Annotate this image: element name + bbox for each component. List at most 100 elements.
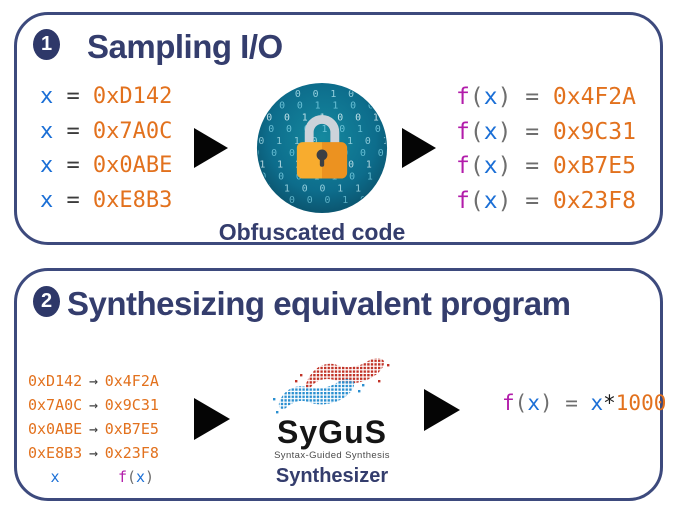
left-paren: ( — [126, 468, 136, 486]
output-sample-line: f(x) = 0x4F2A — [456, 80, 636, 115]
equals-sign: = — [565, 391, 578, 415]
input-hex-value: 0x7A0C — [92, 118, 173, 144]
synthesizer-label: Synthesizer — [275, 465, 389, 487]
sygus-logo-icon — [273, 358, 390, 414]
var-x: x — [483, 187, 498, 214]
right-paren: ) — [539, 391, 553, 415]
var-x: x — [136, 468, 146, 486]
var-x: x — [483, 153, 498, 179]
equals-sign: = — [66, 84, 80, 109]
equals-sign: = — [66, 118, 80, 144]
mapping-output: 0x23F8 — [104, 444, 159, 462]
multiply-operator: * — [603, 391, 616, 415]
input-hex-value: 0xD142 — [92, 84, 173, 109]
step-2-badge: 2 — [33, 286, 60, 317]
func-f: f — [456, 84, 470, 110]
equals-sign: = — [525, 84, 540, 110]
logo-blue-wave — [278, 379, 355, 410]
maps-to-arrow: → — [88, 420, 98, 438]
right-paren: ) — [497, 187, 512, 214]
logo-scatter-pixels — [273, 364, 390, 414]
binary-texture-row: 1 1 0 0 1 1 0 0 1 — [253, 101, 391, 112]
output-column-label: f(x) — [108, 465, 164, 489]
var-x: x — [40, 153, 54, 178]
mapping-input: 0xD142 — [28, 372, 83, 390]
left-paren: ( — [514, 391, 528, 415]
output-sample-line: f(x) = 0x9C31 — [456, 115, 636, 150]
mapping-column-labels: x f(x) — [28, 465, 164, 489]
var-x: x — [483, 84, 498, 110]
logo-red-wave — [305, 358, 385, 389]
flow-arrow-icon — [194, 398, 230, 440]
output-samples-list: f(x) = 0x4F2A f(x) = 0x9C31 f(x) = 0xB7E5 f(x)… — [456, 80, 636, 218]
maps-to-arrow: → — [88, 396, 98, 414]
func-f: f — [502, 391, 515, 415]
io-mapping-table: 0xD142 → 0x4F2A 0x7A0C → 0x9C31 0x0ABE → 0xB7E… — [28, 369, 164, 489]
binary-texture-row: 0 1 1 0 0 1 1 0 0 — [253, 183, 391, 194]
expr-var-x: x — [590, 391, 604, 415]
output-sample-line: f(x) = 0xB7E5 — [456, 149, 636, 184]
input-hex-value: 0xE8B3 — [92, 187, 173, 213]
output-sample-line: f(x) = 0x23F8 — [456, 184, 636, 219]
input-sample-line: x = 0x7A0C — [40, 115, 172, 150]
equals-sign: = — [66, 187, 80, 213]
lock-keyhole — [316, 149, 328, 161]
input-sample-line: x = 0x0ABE — [40, 149, 172, 184]
flow-arrow-icon — [424, 389, 460, 431]
mapping-row: 0xE8B3 → 0x23F8 — [28, 441, 164, 465]
binary-texture-row: 1 0 1 1 0 1 1 0 1 1 — [253, 136, 391, 147]
equals-sign: = — [66, 153, 80, 178]
sygus-logo-tagline: Syntax-Guided Synthesis — [274, 450, 390, 461]
sampling-io-panel: 1 Sampling I/O x = 0xD142 x = 0x7A0C x = 0x0AB… — [14, 12, 663, 245]
var-x: x — [527, 391, 540, 415]
left-paren: ( — [469, 118, 484, 145]
obfuscated-code-label: Obfuscated code — [218, 219, 406, 245]
left-paren: ( — [469, 84, 484, 110]
sygus-logo-title: SyGuS — [277, 414, 387, 450]
mapping-row: 0xD142 → 0x4F2A — [28, 369, 164, 393]
func-f: f — [456, 153, 470, 179]
mapping-row: 0x7A0C → 0x9C31 — [28, 393, 164, 417]
mapping-input: 0x7A0C — [28, 396, 83, 414]
var-x: x — [483, 118, 498, 145]
panel1-title: Sampling I/O — [87, 28, 283, 65]
step-1-badge: 1 — [33, 29, 60, 60]
expr-constant: 1000 — [615, 391, 667, 415]
input-column-label: x — [50, 468, 60, 486]
left-paren: ( — [469, 187, 484, 214]
func-f: f — [117, 468, 127, 486]
input-sample-line: x = 0xE8B3 — [40, 184, 172, 219]
input-hex-value: 0x0ABE — [92, 153, 173, 178]
panel2-title: Synthesizing equivalent program — [67, 285, 571, 322]
binary-texture-row: 0 1 0 0 0 1 0 1 0 1 — [253, 124, 391, 135]
equals-sign: = — [525, 153, 540, 179]
lock-keyhole-slot — [319, 156, 325, 167]
right-paren: ) — [497, 153, 512, 179]
binary-texture-row: 0 1 0 0 0 1 0 0 — [253, 195, 386, 206]
input-samples-list: x = 0xD142 x = 0x7A0C x = 0x0ABE x = 0xE8B3 — [40, 80, 172, 218]
func-f: f — [456, 118, 470, 145]
flow-arrow-icon — [402, 128, 436, 168]
left-paren: ( — [469, 153, 484, 179]
mapping-input: 0xE8B3 — [28, 444, 83, 462]
flow-arrow-icon — [194, 128, 228, 168]
equals-sign: = — [525, 187, 540, 214]
var-x: x — [40, 118, 54, 144]
var-x: x — [40, 187, 54, 213]
maps-to-arrow: → — [88, 444, 98, 462]
var-x: x — [40, 84, 54, 109]
mapping-input: 0x0ABE — [28, 420, 83, 438]
mapping-row: 0x0ABE → 0xB7E5 — [28, 417, 164, 441]
right-paren: ) — [145, 468, 155, 486]
equals-sign: = — [525, 118, 540, 145]
input-sample-line: x = 0xD142 — [40, 80, 172, 115]
mapping-output: 0x4F2A — [104, 372, 159, 390]
output-hex-value: 0x9C31 — [552, 118, 636, 145]
obfuscated-code-lock-icon: 1 0 0 0 1 0 1 1 1 1 0 0 1 1 0 0 1 1 0 0 … — [253, 82, 391, 214]
synthesis-panel: 2 Synthesizing equivalent program 0xD142… — [14, 268, 666, 501]
binary-texture-row: 1 0 0 0 1 0 1 1 — [259, 89, 391, 100]
func-f: f — [456, 187, 470, 214]
synthesized-program-expression: f(x) = x*1000 — [502, 391, 666, 415]
mapping-output: 0x9C31 — [104, 396, 159, 414]
